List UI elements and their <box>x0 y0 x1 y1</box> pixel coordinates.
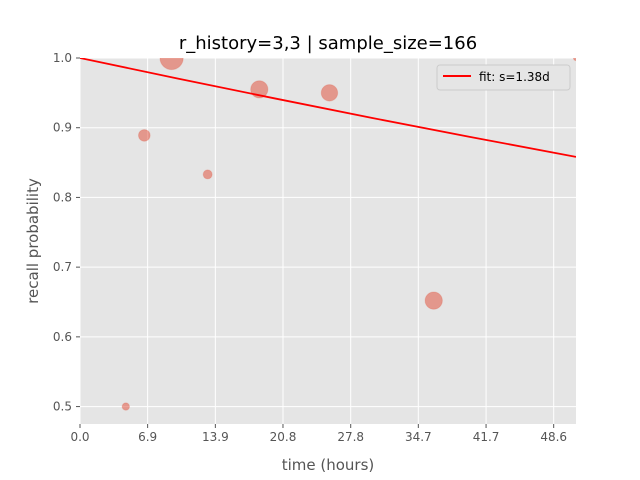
y-tick-label: 0.9 <box>53 121 72 135</box>
data-point <box>424 291 443 310</box>
y-axis-label: recall probability <box>24 178 42 304</box>
data-point <box>202 169 213 180</box>
x-tick-label: 34.7 <box>405 430 432 444</box>
x-tick-label: 48.6 <box>540 430 567 444</box>
data-point <box>159 58 184 71</box>
x-tick-label: 41.7 <box>473 430 500 444</box>
x-tick-label: 13.9 <box>202 430 229 444</box>
axis-ticks: 0.0 6.9 13.9 20.8 27.8 34.7 41.7 48.6 0.5 0.6 0.7 0… <box>53 51 567 444</box>
data-point <box>138 129 151 142</box>
data-point <box>121 402 130 411</box>
x-axis-label: time (hours) <box>282 456 375 474</box>
x-tick-label: 0.0 <box>70 430 89 444</box>
y-tick-label: 0.8 <box>53 190 72 204</box>
y-tick-label: 0.6 <box>53 330 72 344</box>
data-point <box>320 84 339 102</box>
legend: fit: s=1.38d <box>436 64 571 91</box>
x-tick-label: 6.9 <box>138 430 157 444</box>
data-point <box>572 58 576 62</box>
x-tick-label: 27.8 <box>337 430 364 444</box>
legend-label: fit: s=1.38d <box>479 70 550 84</box>
y-tick-label: 1.0 <box>53 51 72 65</box>
x-tick-label: 20.8 <box>270 430 297 444</box>
legend-box <box>436 64 571 91</box>
chart-title: r_history=3,3 | sample_size=166 <box>179 33 477 54</box>
plot-area <box>80 58 576 411</box>
y-tick-label: 0.5 <box>53 400 72 414</box>
grid <box>79 57 576 424</box>
plot-content <box>80 58 576 411</box>
fit-line <box>80 58 576 158</box>
plot-background <box>80 58 576 424</box>
y-tick-label: 0.7 <box>53 260 72 274</box>
